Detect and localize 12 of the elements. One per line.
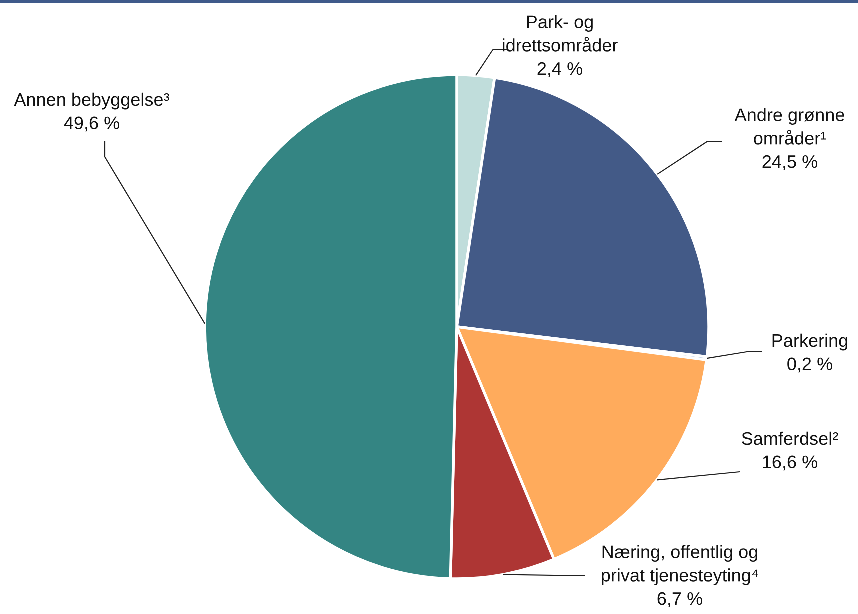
- slice-label: Park- og idrettsområder: [503, 15, 618, 52]
- slice-label: Parkering: [772, 334, 848, 351]
- data-label: 0,2 %: [788, 358, 832, 373]
- data-label: 24,5 %: [762, 155, 818, 170]
- data-label: 49,6 %: [64, 116, 120, 132]
- data-label: 6,7 %: [658, 592, 702, 608]
- slice-label: Annen bebyggelse³: [14, 92, 170, 110]
- data-label: 16,6 %: [763, 456, 818, 471]
- slice-label: Samferdsel²: [742, 432, 838, 446]
- slice-label: Næring, offentlig og privat tjenesteyting⁴: [602, 545, 758, 586]
- data-label: 2,4 %: [538, 62, 582, 78]
- slice-label: Andre grønne områder¹: [734, 108, 844, 145]
